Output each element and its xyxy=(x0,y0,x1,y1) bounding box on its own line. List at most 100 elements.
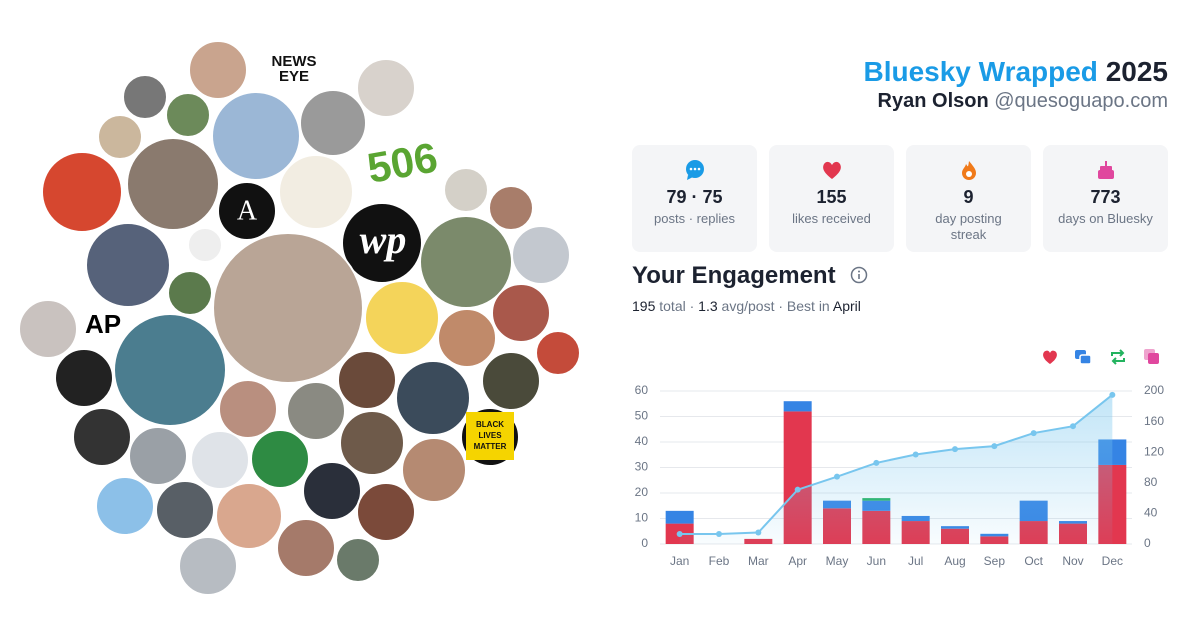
line-point xyxy=(1109,391,1116,398)
avatar[interactable] xyxy=(126,137,220,231)
stat-value: 79 · 75 xyxy=(632,187,757,208)
logo-text: AP xyxy=(85,309,121,339)
avatar[interactable] xyxy=(187,227,223,263)
legend-icon xyxy=(1148,353,1159,364)
avatar[interactable] xyxy=(356,58,416,118)
info-icon[interactable] xyxy=(850,266,868,284)
avatar[interactable] xyxy=(215,482,283,550)
avatar[interactable] xyxy=(128,426,188,486)
avatar[interactable] xyxy=(341,202,423,284)
icon xyxy=(685,160,704,180)
stat-value: 155 xyxy=(816,187,847,207)
header: Bluesky Wrapped 2025 Ryan Olson @quesogu… xyxy=(863,56,1168,113)
avatar[interactable] xyxy=(95,476,155,536)
icon xyxy=(822,161,841,179)
avatar[interactable] xyxy=(401,437,467,503)
avatar[interactable] xyxy=(72,407,132,467)
x-tick-label: Nov xyxy=(1062,554,1083,568)
avatar[interactable] xyxy=(165,92,211,138)
avatar[interactable] xyxy=(299,89,367,157)
line-point xyxy=(952,446,958,453)
avatar[interactable] xyxy=(278,154,354,230)
x-tick-label: Jul xyxy=(908,554,923,568)
avatar-group xyxy=(18,40,581,596)
x-tick-label: Jan xyxy=(670,554,689,568)
legend-item[interactable] xyxy=(1043,350,1057,364)
legend-icon xyxy=(1043,350,1057,364)
legend-item[interactable] xyxy=(1111,349,1125,365)
avatar[interactable] xyxy=(211,91,301,181)
avatar[interactable] xyxy=(511,225,571,285)
avatar[interactable] xyxy=(395,360,471,436)
x-tick-label: Aug xyxy=(944,554,965,568)
separator: · xyxy=(691,187,698,207)
avatar[interactable] xyxy=(364,280,440,356)
avatar[interactable] xyxy=(488,185,534,231)
bar-segment xyxy=(783,401,812,412)
avatar[interactable] xyxy=(167,270,213,316)
icon xyxy=(961,161,976,180)
avatar[interactable] xyxy=(188,40,248,100)
avatar[interactable] xyxy=(356,482,416,542)
logo-text: MATTER xyxy=(474,442,507,451)
avatar[interactable] xyxy=(250,429,310,489)
avatar[interactable] xyxy=(155,480,215,540)
avatar[interactable] xyxy=(18,299,78,359)
line-point xyxy=(794,486,801,493)
summary: 195 total · 1.3 avg/post · Best in April xyxy=(632,298,861,314)
avatar[interactable] xyxy=(337,350,397,410)
logo-text: NEWS xyxy=(272,53,317,70)
legend-item[interactable] xyxy=(1075,350,1092,365)
y2-tick-label: 40 xyxy=(1144,506,1158,520)
y-tick-label: 10 xyxy=(635,511,649,525)
stat-label: day posting streak xyxy=(935,211,1002,242)
best-label: Best in xyxy=(786,298,830,314)
avatar[interactable] xyxy=(443,167,489,213)
user-handle[interactable]: @quesoguapo.com xyxy=(994,90,1168,112)
icon xyxy=(1097,161,1114,179)
legend-item[interactable] xyxy=(1144,349,1159,364)
legend-icon xyxy=(1111,349,1125,365)
avatar[interactable] xyxy=(339,410,405,476)
stat-value: 75 xyxy=(702,187,723,207)
y2-tick-label: 200 xyxy=(1144,383,1164,397)
line-point xyxy=(1070,423,1076,430)
avatar[interactable] xyxy=(481,351,541,411)
avatar[interactable] xyxy=(178,536,238,596)
avatar[interactable] xyxy=(85,222,171,308)
avatar[interactable] xyxy=(212,232,364,384)
avatar[interactable] xyxy=(113,313,227,427)
x-tick-label: Dec xyxy=(1102,554,1123,568)
stat-value: 773 xyxy=(1090,187,1121,207)
avatar[interactable] xyxy=(190,430,250,490)
avatar[interactable] xyxy=(491,283,551,343)
avatar[interactable] xyxy=(535,330,581,376)
avatar[interactable] xyxy=(276,518,336,578)
avatar[interactable] xyxy=(122,74,168,120)
avatar[interactable] xyxy=(335,537,381,583)
x-tick-label: Feb xyxy=(709,554,730,568)
avatar[interactable] xyxy=(54,348,114,408)
y-tick-label: 0 xyxy=(641,536,648,550)
avatar[interactable] xyxy=(217,181,277,241)
logo-text: BLACK xyxy=(476,420,504,429)
avatar[interactable] xyxy=(302,461,362,521)
logo-text: EYE xyxy=(279,68,309,85)
best: April xyxy=(832,298,861,314)
y-tick-label: 20 xyxy=(635,485,649,499)
avatar[interactable] xyxy=(286,381,346,441)
avatar[interactable] xyxy=(41,151,123,233)
avatar[interactable] xyxy=(27,240,77,290)
separator: · xyxy=(689,298,695,314)
title: Bluesky Wrapped 2025 xyxy=(863,56,1168,88)
line-point xyxy=(676,531,683,538)
avatar[interactable] xyxy=(218,379,278,439)
avatar[interactable] xyxy=(97,114,143,160)
stat-value: 79 xyxy=(666,187,687,207)
x-tick-label: May xyxy=(826,554,849,568)
line-point xyxy=(912,451,919,458)
title-year: 2025 xyxy=(1105,56,1168,87)
total-label: total xyxy=(659,298,686,314)
avatar[interactable] xyxy=(437,308,497,368)
